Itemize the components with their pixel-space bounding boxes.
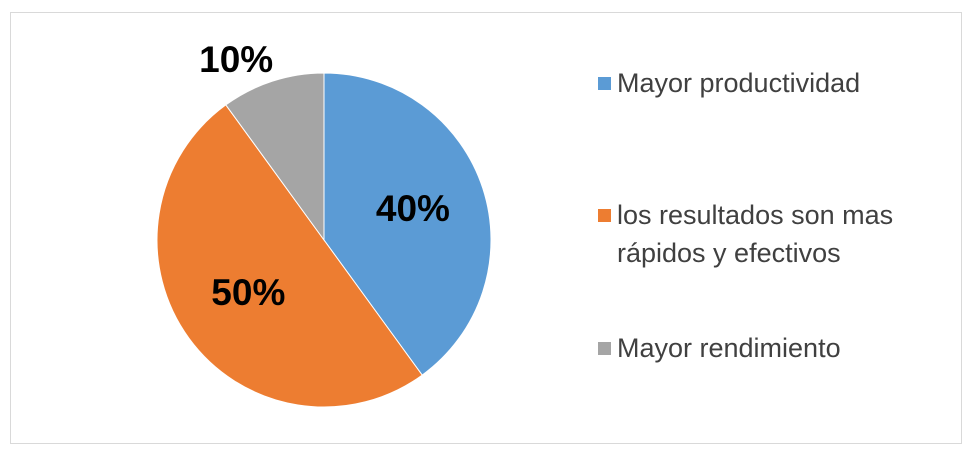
legend-label: Mayor rendimiento	[617, 333, 841, 363]
legend-item: los resultados son mas rápidos y efectiv…	[598, 196, 967, 272]
pie-slice	[323, 72, 492, 376]
legend-label: los resultados son mas rápidos y efectiv…	[617, 200, 894, 268]
legend-swatch	[598, 77, 611, 90]
value-label: 10%	[199, 39, 273, 80]
value-label: 50%	[211, 272, 285, 313]
chart-frame	[10, 12, 962, 444]
value-label: 40%	[376, 188, 450, 229]
legend-swatch	[598, 342, 611, 355]
legend-swatch	[598, 209, 611, 222]
legend-item: Mayor rendimiento	[598, 329, 967, 367]
legend-label: Mayor productividad	[617, 68, 861, 98]
pie-slice	[225, 72, 325, 242]
pie-slice	[156, 104, 423, 408]
legend-item: Mayor productividad	[598, 64, 967, 102]
